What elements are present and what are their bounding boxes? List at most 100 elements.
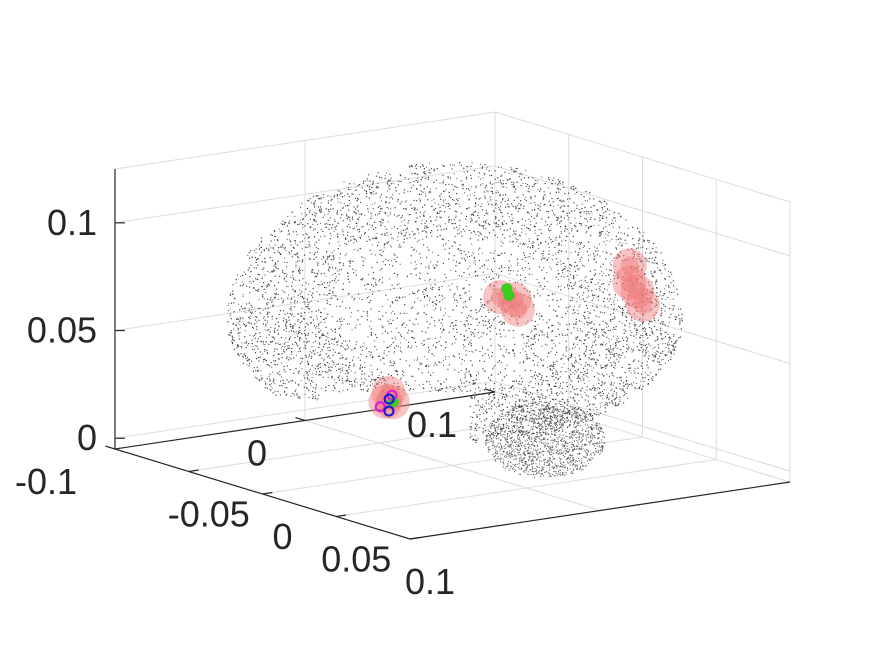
surface-point [594, 246, 596, 248]
surface-point [474, 263, 476, 265]
surface-point [393, 253, 395, 255]
surface-point [301, 368, 303, 370]
surface-point [590, 412, 592, 414]
surface-point [612, 335, 615, 337]
surface-point [602, 250, 604, 253]
surface-point [361, 256, 363, 258]
surface-point [620, 232, 622, 234]
surface-point [633, 282, 635, 284]
surface-point [578, 268, 580, 270]
surface-point [525, 243, 527, 245]
surface-point [389, 179, 391, 181]
surface-point [635, 324, 637, 326]
surface-point [617, 256, 620, 258]
surface-point [404, 326, 406, 329]
surface-point [264, 343, 266, 346]
surface-point [501, 410, 503, 412]
surface-point [364, 180, 366, 182]
grid-wall-z-right [494, 380, 791, 472]
surface-point [416, 187, 418, 189]
surface-point [408, 293, 410, 295]
surface-point [327, 219, 329, 222]
surface-point [603, 341, 605, 343]
surface-point [423, 212, 425, 214]
surface-point [574, 421, 576, 423]
surface-point [584, 277, 586, 279]
surface-point [602, 398, 604, 400]
surface-point [383, 341, 385, 343]
surface-point [420, 189, 422, 191]
surface-point [513, 388, 515, 390]
surface-point [613, 375, 615, 377]
surface-point [667, 360, 670, 362]
surface-point [481, 298, 483, 300]
surface-point [335, 369, 338, 371]
surface-point [346, 271, 349, 273]
surface-point [614, 405, 616, 407]
surface-point [648, 374, 650, 376]
surface-point [520, 205, 522, 207]
surface-point [593, 224, 595, 227]
surface-point [259, 311, 261, 314]
surface-point [433, 354, 435, 357]
surface-point [278, 228, 280, 230]
surface-point [539, 313, 541, 315]
surface-point [588, 317, 590, 319]
surface-point [464, 345, 466, 347]
surface-point [582, 246, 584, 249]
surface-point [309, 368, 311, 370]
surface-point [433, 364, 435, 366]
surface-point [382, 222, 384, 224]
surface-point [299, 206, 302, 209]
surface-point [259, 254, 261, 256]
surface-point [262, 343, 265, 345]
surface-point [370, 215, 372, 217]
surface-point [363, 310, 365, 313]
surface-point [497, 254, 499, 256]
surface-point [341, 378, 343, 380]
surface-point [524, 198, 526, 201]
surface-point [439, 182, 441, 184]
surface-point [505, 351, 507, 353]
surface-point [534, 341, 536, 343]
surface-point [347, 379, 349, 382]
surface-point [311, 332, 313, 334]
surface-point [460, 294, 462, 296]
surface-point [640, 365, 642, 367]
surface-point [468, 351, 470, 353]
surface-point [416, 241, 418, 243]
surface-point [472, 331, 474, 334]
surface-point [606, 343, 608, 345]
surface-point [541, 257, 544, 259]
surface-point [284, 342, 286, 344]
surface-point [333, 344, 335, 346]
surface-point [371, 203, 373, 205]
surface-point [483, 279, 485, 281]
surface-point [453, 164, 455, 167]
surface-point [661, 302, 663, 304]
surface-point [401, 221, 403, 223]
surface-point [411, 375, 413, 377]
surface-point [273, 239, 275, 241]
surface-point [457, 187, 459, 189]
surface-point [400, 231, 402, 233]
surface-point [667, 270, 669, 273]
surface-point [428, 162, 430, 164]
surface-point [270, 247, 272, 249]
surface-point [608, 209, 611, 211]
surface-point [514, 308, 516, 310]
surface-point [355, 239, 357, 241]
surface-point [351, 329, 353, 331]
surface-point [320, 197, 322, 199]
surface-point [295, 261, 297, 263]
surface-point [577, 376, 579, 378]
surface-point [264, 292, 267, 294]
surface-point [589, 359, 591, 361]
surface-point [422, 191, 424, 193]
surface-point [504, 266, 506, 269]
surface-point [656, 279, 658, 281]
surface-point [445, 202, 447, 205]
surface-point [250, 282, 252, 284]
surface-point [566, 346, 568, 348]
surface-point [644, 294, 646, 296]
